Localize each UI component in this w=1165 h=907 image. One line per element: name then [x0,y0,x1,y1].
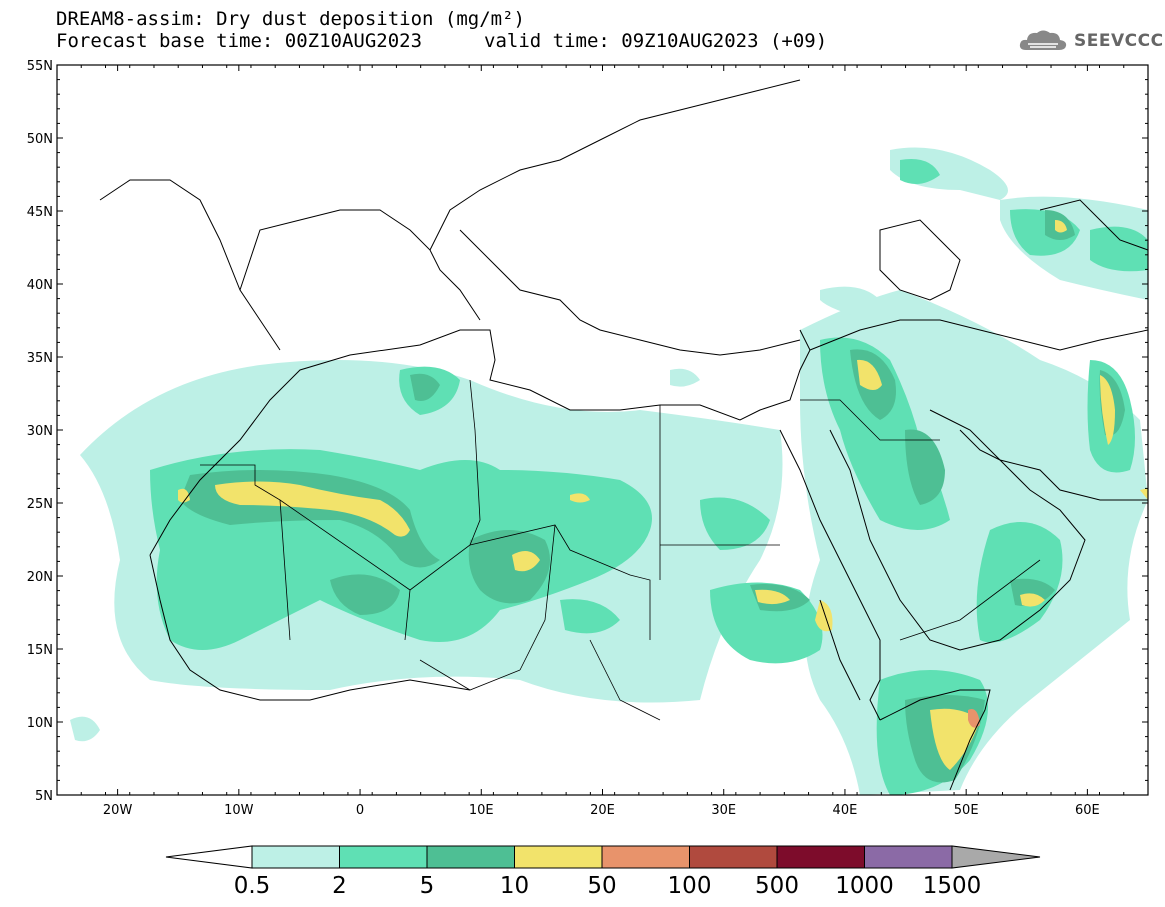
colorbar-label: 1000 [835,873,894,899]
colorbar-box [689,845,778,869]
longitude-labels: 20W 10W 0 10E 20E 30E 40E 50E 60E [103,803,1100,818]
lon-label: 20E [590,803,615,818]
colorbar-label: 100 [668,873,712,899]
lat-label: 40N [27,278,53,293]
lon-label: 60E [1075,803,1100,818]
valid-time: valid time: 09Z10AUG2023 (+09) [484,30,828,52]
lon-label: 40E [833,803,858,818]
lon-label: 50E [954,803,979,818]
colorbar-label: 50 [587,873,616,899]
colorbar-label: 500 [755,873,799,899]
colorbar-label: 0.5 [234,873,271,899]
lon-label: 20W [103,803,133,818]
latitude-labels: 55N 50N 45N 40N 35N 30N 25N 20N 15N 10N 5N [27,59,53,804]
colorbar-label: 2 [332,873,347,899]
dust-field [70,147,1148,795]
lat-label: 5N [35,789,53,804]
dust-layer-10-50 [178,220,1148,770]
lat-label: 15N [27,643,53,658]
colorbar-under-triangle [165,845,253,869]
map-title: DREAM8-assim: Dry dust deposition (mg/m²… [56,8,525,30]
colorbar-label: 10 [500,873,529,899]
lat-label: 25N [27,497,53,512]
country-borders [200,379,1041,721]
colorbar-label: 5 [420,873,435,899]
colorbar-label: 1500 [923,873,982,899]
lon-label: 0 [356,803,364,818]
lon-label: 10W [224,803,254,818]
lat-label: 55N [27,59,53,74]
lat-label: 10N [27,716,53,731]
lon-label: 30E [711,803,736,818]
colorbar-box [601,845,690,869]
lon-label: 10E [469,803,494,818]
lat-label: 35N [27,351,53,366]
lat-label: 50N [27,132,53,147]
colorbar-box [514,845,603,869]
forecast-base-time: Forecast base time: 00Z10AUG2023 [56,30,423,52]
colorbar-box [339,845,428,869]
seevccc-logo: SEEVCCC [1018,27,1164,55]
colorbar-box [426,845,515,869]
lat-label: 45N [27,205,53,220]
cloud-icon [1019,30,1067,50]
colorbar-box [864,845,953,869]
axis-ticks [56,64,1149,796]
dust-layer-50-100 [968,709,980,728]
lat-label: 20N [27,570,53,585]
colorbar-over-triangle [951,845,1041,869]
colorbar: 0.5 2 5 10 50 100 500 1000 1500 [165,845,1041,899]
lat-label: 30N [27,424,53,439]
colorbar-box [251,845,340,869]
colorbar-box [776,845,865,869]
coastlines-borders [99,79,1148,791]
logo-text: SEEVCCC [1074,31,1164,51]
